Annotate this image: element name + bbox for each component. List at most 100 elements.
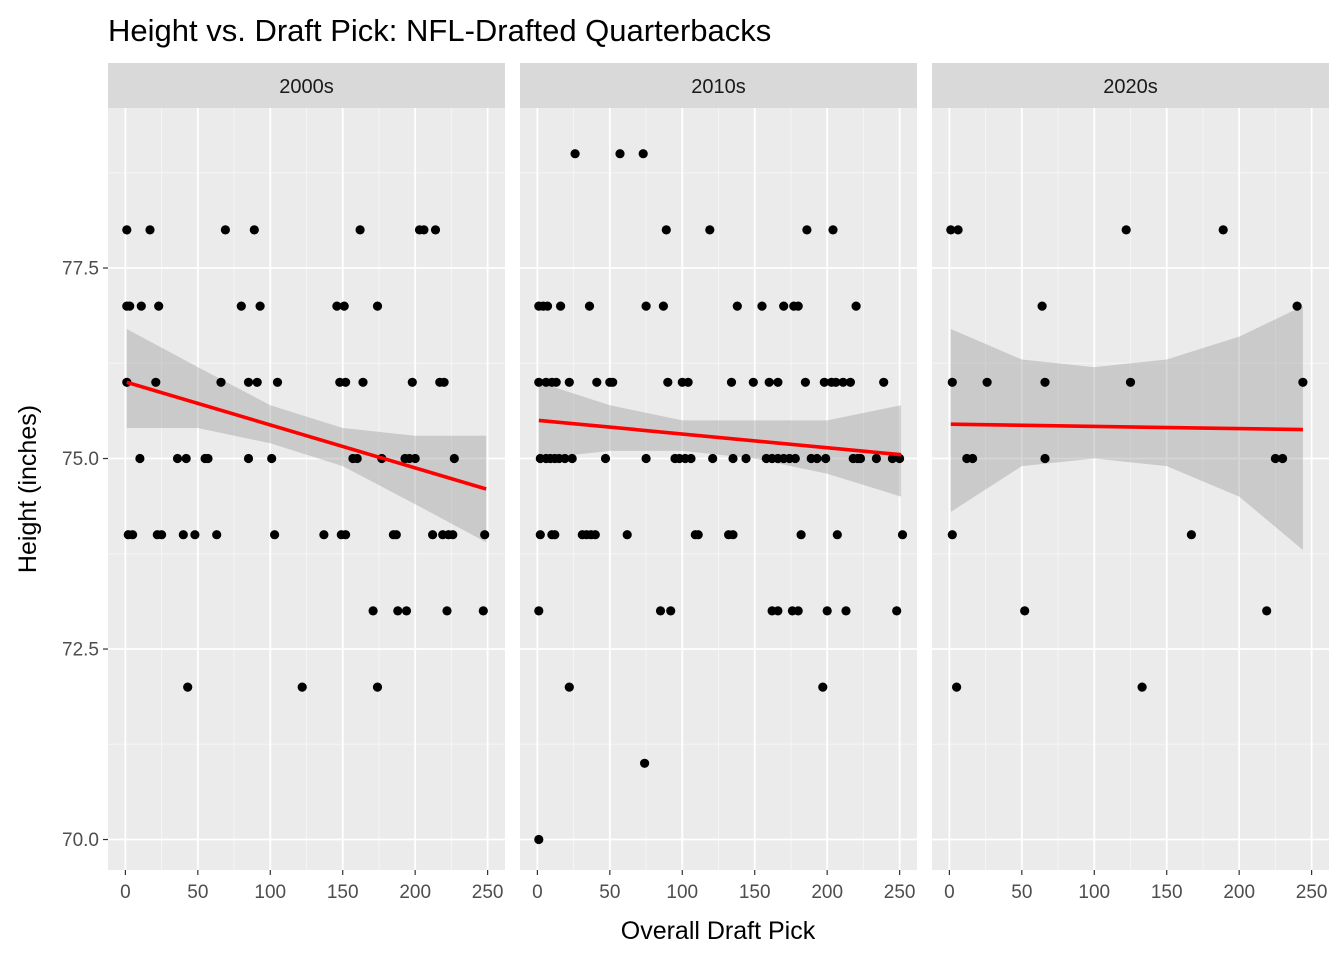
data-point (887, 453, 898, 464)
data-point (556, 301, 566, 311)
data-point (551, 377, 561, 387)
data-point (243, 453, 254, 464)
y-tick-label: 70.0 (62, 830, 99, 851)
data-point (151, 377, 161, 387)
data-point (790, 453, 800, 464)
x-tick-label: 100 (666, 882, 698, 903)
data-point (851, 301, 861, 311)
data-point (793, 606, 803, 616)
data-point (1121, 225, 1131, 235)
x-tick-label: 50 (1011, 882, 1032, 903)
data-point (1298, 377, 1308, 387)
y-tick-label: 77.5 (62, 259, 99, 280)
data-point (590, 530, 600, 540)
data-point (728, 453, 738, 464)
data-point (841, 606, 851, 616)
data-point (1137, 682, 1147, 692)
data-point (812, 453, 822, 464)
data-point (534, 377, 544, 387)
x-tick-label: 150 (1151, 882, 1183, 903)
data-point (534, 834, 544, 845)
data-point (391, 530, 401, 540)
x-tick-label: 250 (884, 882, 916, 903)
data-point (355, 225, 365, 235)
data-point (640, 758, 650, 768)
data-point (249, 225, 259, 235)
data-point (600, 453, 611, 464)
data-point (352, 453, 362, 464)
data-point (793, 301, 803, 311)
data-point (831, 377, 841, 387)
data-point (449, 453, 459, 464)
data-point (1040, 453, 1050, 464)
regression-line (538, 418, 902, 457)
data-point (220, 225, 230, 235)
x-tick-label: 200 (1223, 882, 1255, 903)
data-point (622, 530, 632, 540)
x-tick-label: 50 (187, 882, 208, 903)
data-point (666, 606, 676, 616)
data-point (439, 377, 449, 387)
data-point (947, 530, 957, 540)
x-tick-label: 50 (599, 882, 620, 903)
y-axis-title: Height (inches) (14, 405, 42, 573)
facet-strip-label: 2010s (691, 76, 746, 98)
data-point (641, 453, 651, 464)
data-point (332, 301, 342, 311)
data-point (478, 606, 488, 616)
data-point (535, 530, 545, 540)
data-point (372, 682, 383, 692)
data-point (708, 453, 718, 464)
data-point (410, 453, 420, 464)
data-point (442, 606, 452, 616)
y-axis: 70.0 72.5 75.0 77.5 (62, 259, 108, 851)
data-point (319, 530, 329, 540)
data-point (136, 301, 146, 311)
data-point (567, 453, 577, 464)
data-point (819, 377, 829, 387)
data-point (448, 530, 458, 540)
x-tick-label: 250 (472, 882, 504, 903)
data-point (341, 530, 351, 540)
data-point (1262, 606, 1272, 616)
data-point (236, 301, 246, 311)
data-point (764, 377, 774, 387)
data-point (663, 377, 673, 387)
data-point (154, 301, 164, 311)
data-point (122, 225, 132, 235)
data-point (773, 606, 783, 616)
data-point (800, 377, 811, 387)
data-point (584, 301, 595, 311)
data-point (658, 301, 669, 311)
x-tick-label: 250 (1296, 882, 1328, 903)
data-point (203, 453, 213, 464)
data-point (243, 377, 254, 387)
x-tick-label: 150 (327, 882, 359, 903)
data-point (1040, 377, 1050, 387)
data-point (871, 453, 882, 464)
data-point (128, 530, 138, 540)
facet-strip-label: 2000s (279, 76, 334, 98)
data-point (570, 149, 580, 159)
facet-strip (520, 63, 917, 108)
data-point (818, 682, 828, 692)
data-point (1125, 377, 1136, 387)
facet-strip (932, 63, 1329, 108)
data-point (125, 301, 135, 311)
regression-line (126, 380, 487, 491)
data-point (172, 453, 183, 464)
data-point (1037, 301, 1047, 311)
data-point (428, 530, 438, 540)
x-tick-label: 0 (120, 882, 131, 903)
data-point (255, 301, 265, 311)
data-point (407, 377, 417, 387)
x-tick-label: 200 (399, 882, 431, 903)
data-point (592, 377, 602, 387)
chart-title: Height vs. Draft Pick: NFL-Drafted Quart… (108, 13, 771, 48)
data-point (892, 606, 902, 616)
x-axis-title: Overall Draft Pick (621, 917, 816, 945)
data-point (879, 377, 889, 387)
data-point (693, 530, 703, 540)
data-point (1278, 453, 1288, 464)
data-point (297, 682, 307, 692)
